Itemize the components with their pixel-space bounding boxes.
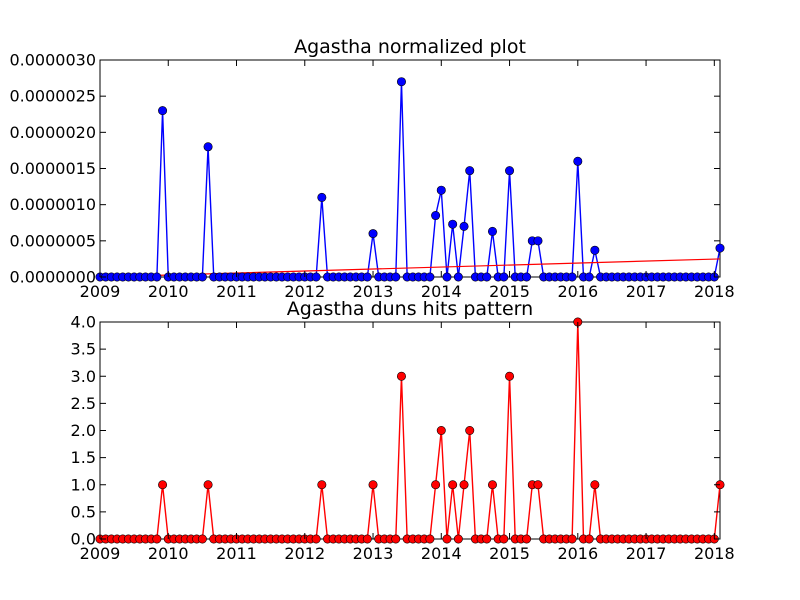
normalized-data-point [368,229,378,239]
duns-plot-area [99,321,721,540]
duns-data-point [311,534,321,544]
duns-y-tick-label: 0.0 [71,530,96,549]
normalized-data-point [453,272,463,282]
duns-data-point [465,425,475,435]
duns-data-point [396,371,406,381]
duns-data-point [584,534,594,544]
duns-y-tick-label: 3.5 [71,340,96,359]
duns-x-tick-label: 2009 [80,544,121,563]
duns-data-point [391,534,401,544]
duns-y-tick-label: 3.0 [71,367,96,386]
duns-data-point [158,480,168,490]
normalized-data-point [584,272,594,282]
duns-data-point [152,534,162,544]
duns-data-point [362,534,372,544]
normalized-data-point [533,236,543,246]
duns-y-tick-label: 2.0 [71,421,96,440]
normalized-x-tick-label: 2018 [694,282,735,301]
duns-data-point [317,480,327,490]
normalized-data-point [487,226,497,236]
duns-x-tick-label: 2016 [557,544,598,563]
duns-x-tick-label: 2011 [216,544,257,563]
normalized-y-tick-label: 0.0000020 [9,123,96,142]
normalized-y-tick-label: 0.0000015 [9,159,96,178]
duns-y-tick-label: 1.0 [71,475,96,494]
normalized-data-point [311,272,321,282]
normalized-data-point [573,156,583,166]
duns-data-point [453,534,463,544]
duns-data-point [505,371,515,381]
normalized-data-point [482,272,492,282]
normalized-y-tick-label: 0.0000000 [9,268,96,287]
duns-hits-panel: 0.0 0.5 1.0 1.5 2.0 2.5 3.0 3.5 4.0 2009 2010 2011 2… [71,298,735,563]
normalized-data-point [567,272,577,282]
normalized-x-tick-label: 2011 [216,282,257,301]
normalized-data-point [425,272,435,282]
duns-data-point [425,534,435,544]
normalized-data-point [436,185,446,195]
normalized-x-tick-label: 2017 [626,282,667,301]
normalized-plot-title: Agastha normalized plot [294,36,526,58]
duns-y-tick-label: 0.5 [71,502,96,521]
normalized-x-tick-label: 2014 [421,282,462,301]
duns-data-point [442,534,452,544]
normalized-y-tick-label: 0.0000005 [9,231,96,250]
normalized-x-tick-label: 2013 [353,282,394,301]
normalized-data-point [465,166,475,176]
duns-x-tick-label: 2018 [694,544,735,563]
normalized-x-tick-label: 2016 [557,282,598,301]
duns-data-point [590,480,600,490]
normalized-data-point [152,272,162,282]
normalized-x-tick-label: 2012 [284,282,325,301]
normalized-data-point [459,221,469,231]
duns-x-tick-label: 2015 [489,544,530,563]
duns-y-tick-label: 4.0 [71,313,96,332]
normalized-data-point [590,245,600,255]
normalized-data-point [431,211,441,221]
duns-data-point [482,534,492,544]
duns-data-point [431,480,441,490]
normalized-data-point [362,272,372,282]
normalized-data-point [203,142,213,152]
duns-x-tick-label: 2017 [626,544,667,563]
duns-data-point [522,534,532,544]
duns-data-point [487,480,497,490]
duns-data-point [533,480,543,490]
duns-data-point [436,425,446,435]
duns-y-tick-label: 1.5 [71,448,96,467]
duns-x-tick-label: 2012 [284,544,325,563]
normalized-data-point [317,192,327,202]
normalized-plot-panel: Agastha normalized plot 0.0000000 0.00000… [9,36,734,301]
normalized-data-point [197,272,207,282]
duns-data-point [197,534,207,544]
normalized-x-tick-label: 2009 [80,282,121,301]
duns-x-tick-label: 2010 [148,544,189,563]
normalized-data-point [448,219,458,229]
duns-data-point [459,480,469,490]
normalized-y-tick-label: 0.0000030 [9,51,96,70]
duns-data-point [448,480,458,490]
normalized-data-point [505,166,515,176]
duns-y-tick-label: 2.5 [71,394,96,413]
normalized-data-point [158,106,168,116]
normalized-plot-area [99,59,721,278]
duns-data-point [499,534,509,544]
normalized-x-tick-label: 2015 [489,282,530,301]
normalized-data-point [715,243,725,253]
duns-x-tick-label: 2013 [353,544,394,563]
normalized-y-tick-label: 0.0000010 [9,195,96,214]
duns-data-point [567,534,577,544]
normalized-data-point [522,272,532,282]
normalized-data-point [391,272,401,282]
duns-data-point [203,480,213,490]
duns-hits-title: Agastha duns hits pattern [287,298,533,320]
duns-data-point [368,480,378,490]
normalized-data-point [499,272,509,282]
duns-x-tick-label: 2014 [421,544,462,563]
normalized-data-point [396,77,406,87]
normalized-data-point [442,272,452,282]
normalized-x-tick-label: 2010 [148,282,189,301]
normalized-y-tick-label: 0.0000025 [9,87,96,106]
